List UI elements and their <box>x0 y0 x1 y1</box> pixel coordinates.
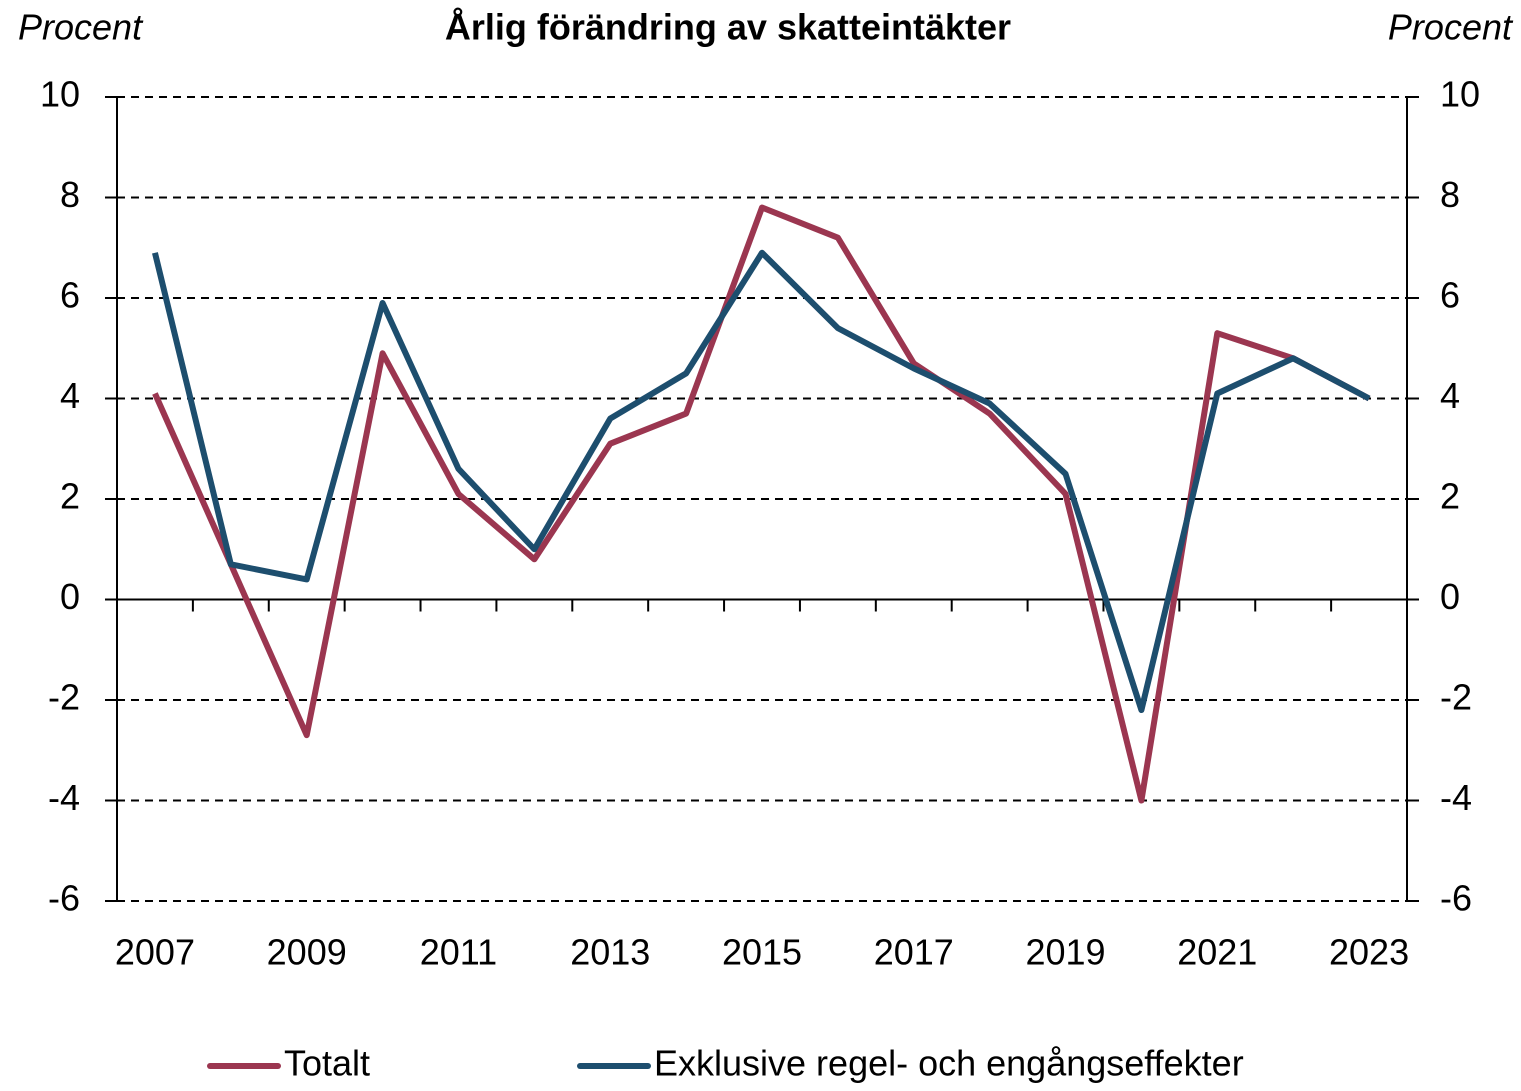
y2-tick-label: 6 <box>1440 275 1460 316</box>
x-tick-label: 2007 <box>115 932 195 973</box>
x-tick-label: 2017 <box>874 932 954 973</box>
y2-tick-label: 0 <box>1440 576 1460 617</box>
y2-tick-label: -6 <box>1440 878 1472 919</box>
y-tick-label: -4 <box>48 777 80 818</box>
x-tick-label: 2021 <box>1177 932 1257 973</box>
x-tick-label: 2009 <box>267 932 347 973</box>
y2-tick-label: 2 <box>1440 476 1460 517</box>
y-tick-label: 4 <box>60 375 80 416</box>
line-series <box>152 204 1371 804</box>
y2-tick-label: 10 <box>1440 74 1480 115</box>
legend-label: Exklusive regel- och engångseffekter <box>654 1043 1244 1084</box>
x-tick-label: 2015 <box>722 932 802 973</box>
y-tick-label: 8 <box>60 174 80 215</box>
y-axis-label: Procent <box>18 7 144 48</box>
x-tick-label: 2023 <box>1329 932 1409 973</box>
y-tick-label: -2 <box>48 677 80 718</box>
y-tick-label: 6 <box>60 275 80 316</box>
legend-label: Totalt <box>284 1043 370 1084</box>
y-tick-label: 2 <box>60 476 80 517</box>
x-tick-label: 2011 <box>420 932 497 973</box>
chart-title: Årlig förändring av skatteintäkter <box>445 7 1011 48</box>
y-tick-label: -6 <box>48 878 80 919</box>
line-series <box>152 249 1371 714</box>
y2-tick-label: 8 <box>1440 174 1460 215</box>
y2-axis-label: Procent <box>1388 7 1514 48</box>
y2-tick-label: -2 <box>1440 677 1472 718</box>
y-tick-label: 0 <box>60 576 80 617</box>
x-tick-label: 2013 <box>570 932 650 973</box>
y2-tick-label: 4 <box>1440 375 1460 416</box>
y-tick-label: 10 <box>40 74 80 115</box>
x-tick-label: 2019 <box>1025 932 1105 973</box>
y2-tick-label: -4 <box>1440 777 1472 818</box>
